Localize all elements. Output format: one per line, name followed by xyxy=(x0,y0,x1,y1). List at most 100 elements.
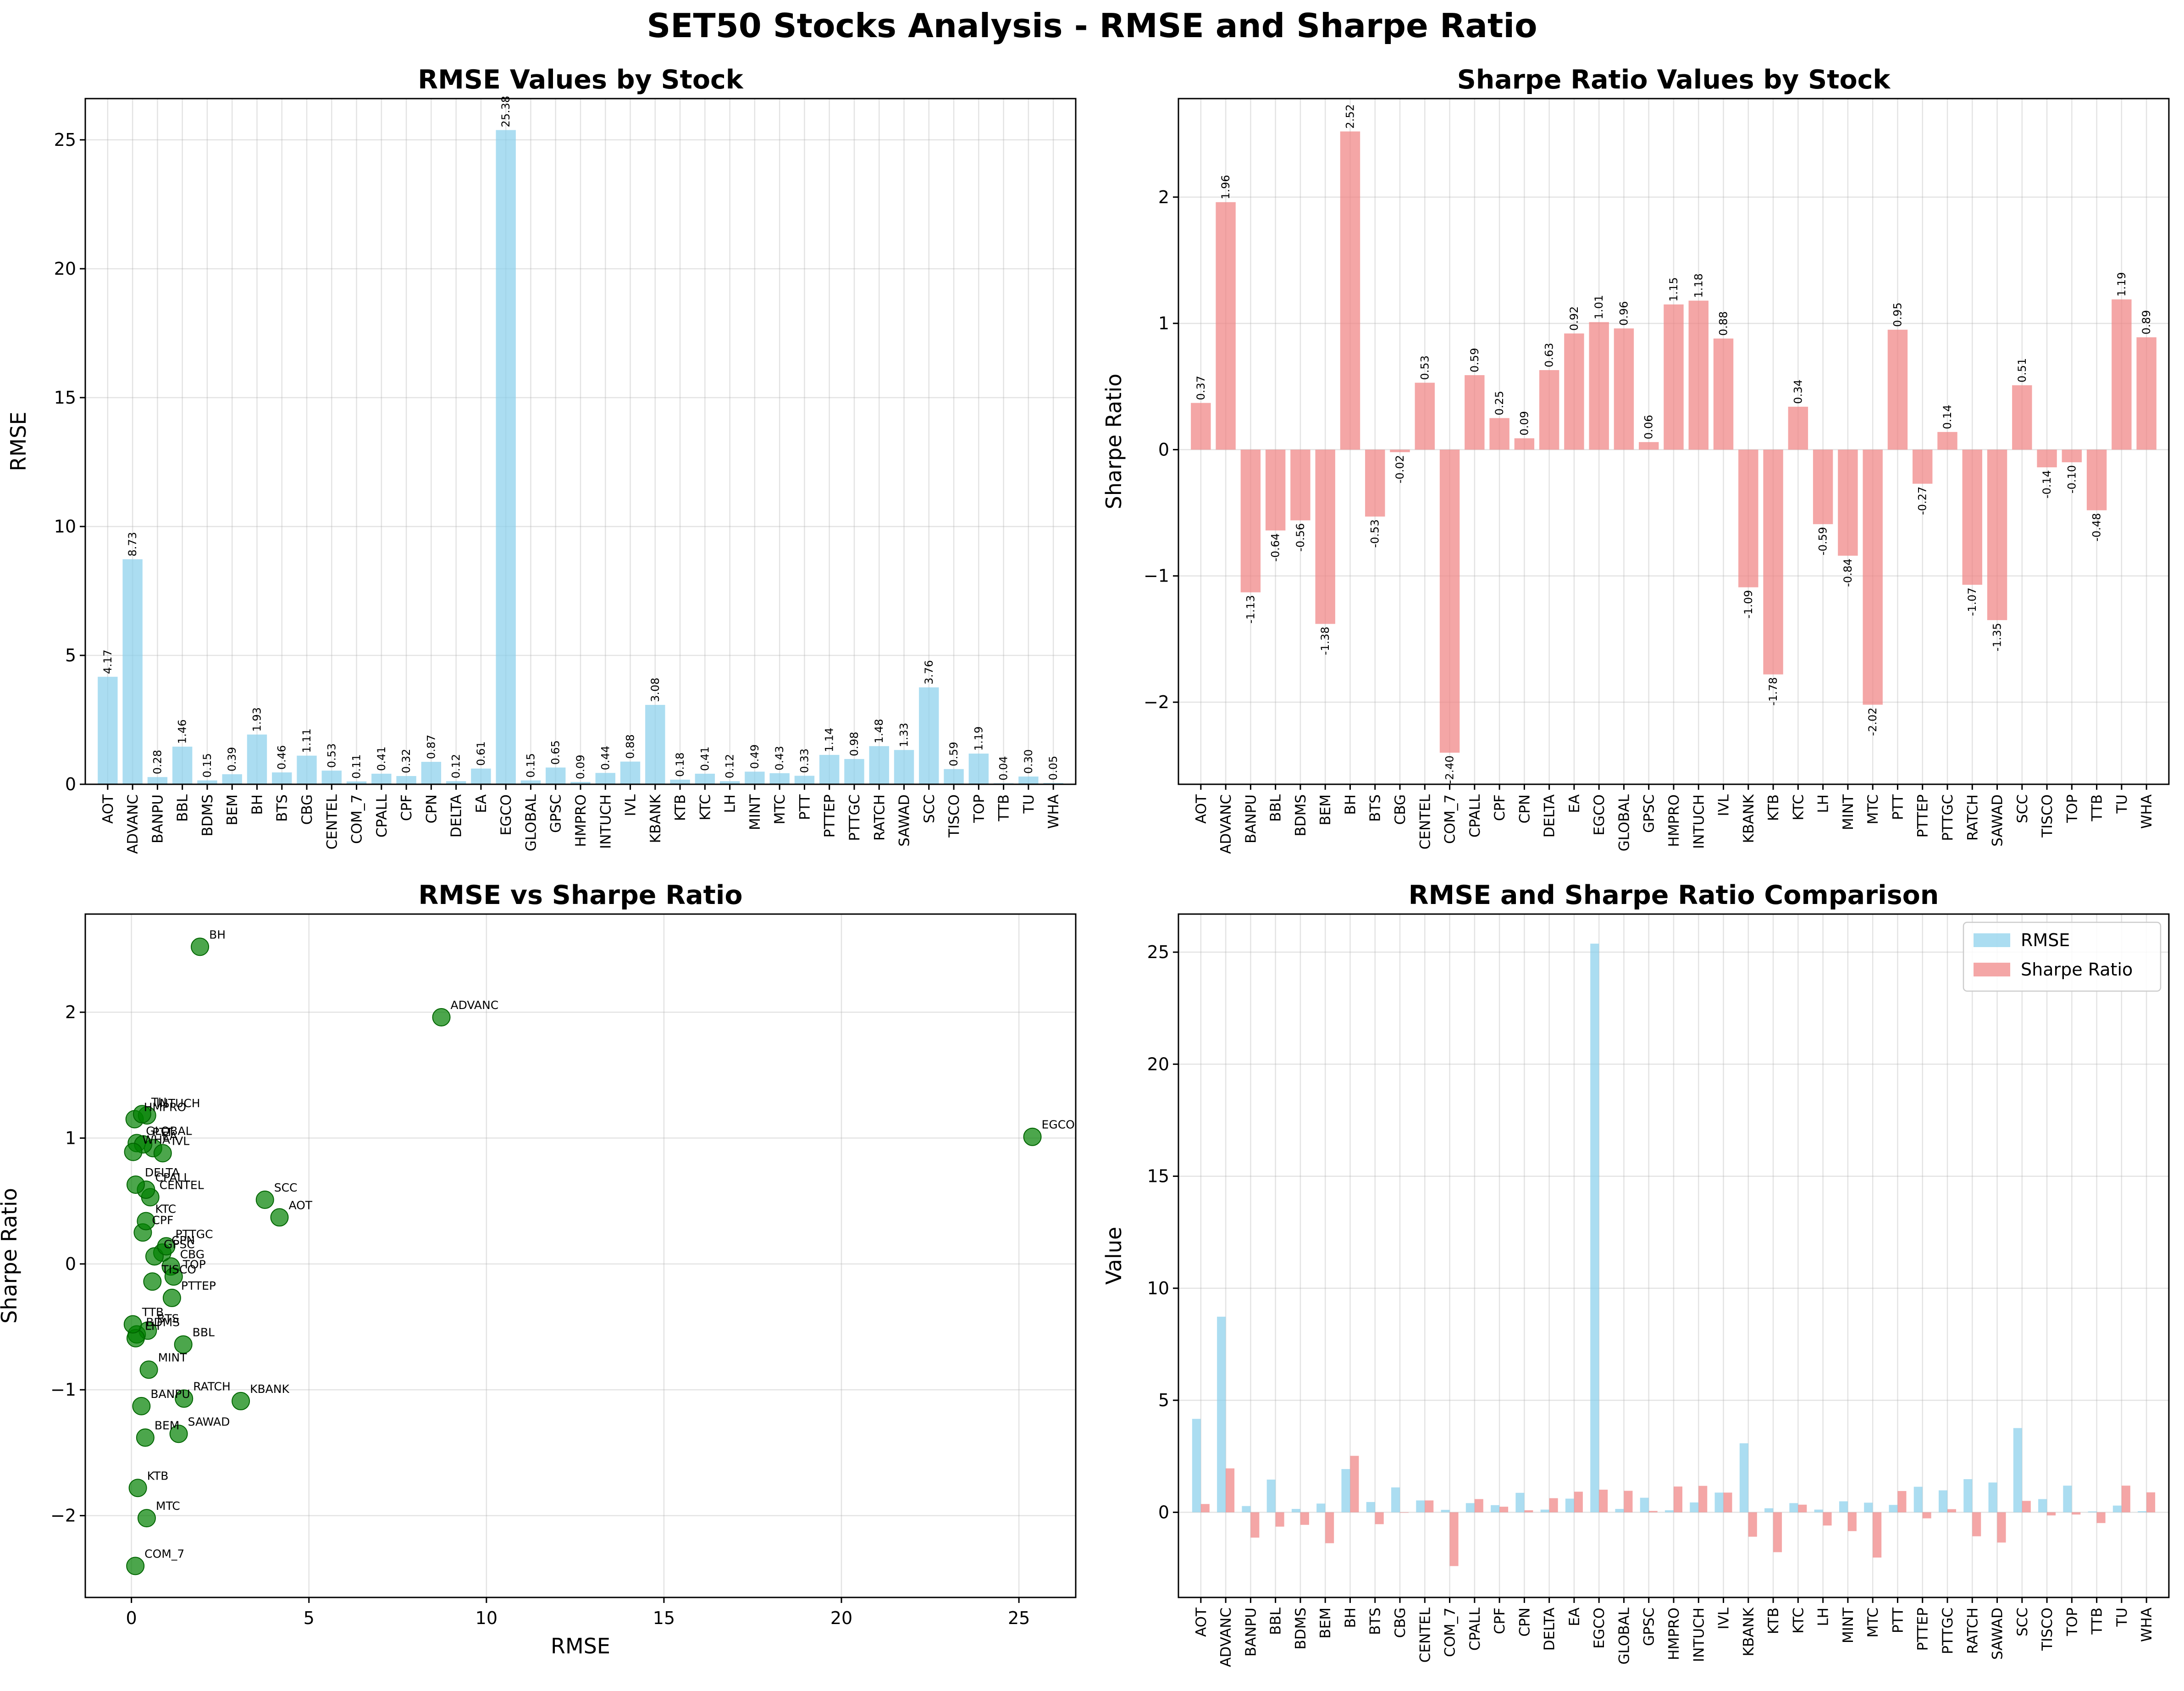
point-advanc xyxy=(432,1008,451,1027)
x-tick-label-bh: BH xyxy=(249,794,265,815)
x-tick-label-gpsc: GPSC xyxy=(1641,1608,1658,1646)
data-label-bdms: 0.15 xyxy=(201,753,214,777)
bar-rmse-cpf xyxy=(1491,1505,1500,1513)
data-label-ratch: -1.07 xyxy=(1966,588,1979,616)
x-tick-label-ratch: RATCH xyxy=(1964,1608,1981,1654)
y-tick-label: 2 xyxy=(1158,187,1169,207)
x-tick-label-kbank: KBANK xyxy=(647,794,664,843)
point-delta xyxy=(126,1175,145,1194)
point-aot xyxy=(270,1208,289,1227)
point-label-pttgc: PTTGC xyxy=(176,1227,213,1241)
bar-sharpe-ratio-gpsc xyxy=(1648,1511,1658,1513)
x-tick-label-centel: CENTEL xyxy=(324,794,340,849)
y-tick-label: 20 xyxy=(1147,1054,1169,1074)
data-label-intuch: 0.44 xyxy=(599,746,612,770)
bar-cpn xyxy=(421,762,442,784)
bar-egco xyxy=(1589,322,1609,450)
data-label-ktb: -1.78 xyxy=(1767,677,1780,705)
bar-banpu xyxy=(147,777,168,784)
x-tick-label-bbl: BBL xyxy=(1268,794,1284,822)
x-tick-label-ea: EA xyxy=(473,794,490,813)
bar-bdms xyxy=(197,780,217,784)
point-label-cpn: CPN xyxy=(171,1234,195,1247)
x-tick-label-bdms: BDMS xyxy=(1293,1608,1309,1650)
bar-sharpe-ratio-delta xyxy=(1549,1498,1558,1513)
bar-sharpe-ratio-mtc xyxy=(1873,1512,1882,1558)
bar-com-7 xyxy=(1439,449,1460,753)
x-tick-label-lh: LH xyxy=(1815,1608,1832,1626)
point-ratch xyxy=(175,1389,194,1408)
x-tick-label-ivl: IVL xyxy=(623,794,639,816)
bar-ptt xyxy=(1887,329,1908,450)
bar-cpn xyxy=(1514,438,1535,450)
y-tick-label: 10 xyxy=(54,516,76,537)
bar-sharpe-ratio-ptt xyxy=(1897,1491,1907,1513)
data-label-mint: 0.49 xyxy=(748,744,761,769)
x-tick-label-mint: MINT xyxy=(1840,794,1857,830)
y-tick-label: 5 xyxy=(1158,1390,1169,1410)
bar-sharpe-ratio-com-7 xyxy=(1449,1512,1459,1566)
bar-rmse-ktc xyxy=(1789,1503,1798,1513)
data-label-lh: 0.12 xyxy=(724,754,736,778)
point-gpsc xyxy=(145,1247,164,1266)
bar-rmse-ivl xyxy=(1714,1492,1724,1513)
y-tick-label: 0 xyxy=(1158,1502,1169,1522)
data-label-bem: -1.38 xyxy=(1319,627,1332,655)
point-egco xyxy=(1023,1127,1042,1146)
bar-ptt xyxy=(794,776,815,784)
data-label-aot: 0.37 xyxy=(1194,376,1207,400)
x-tick-label-gpsc: GPSC xyxy=(1641,794,1658,833)
y-tick-label: 0 xyxy=(1158,439,1169,460)
data-label-kbank: 3.08 xyxy=(649,677,662,702)
x-tick-label-tu: TU xyxy=(2114,794,2130,814)
bar-rmse-pttgc xyxy=(1938,1490,1947,1513)
bar-tu xyxy=(2112,299,2132,450)
data-label-com-7: -2.40 xyxy=(1443,755,1456,784)
bar-rmse-sawad xyxy=(1988,1482,1997,1513)
bar-sharpe-ratio-banpu xyxy=(1250,1512,1260,1538)
y-tick-label: 15 xyxy=(54,388,76,408)
data-label-hmpro: 0.09 xyxy=(574,755,587,779)
x-tick-label-cpn: CPN xyxy=(1516,794,1533,824)
x-tick-label-delta: DELTA xyxy=(1542,1608,1558,1651)
point-banpu xyxy=(132,1397,151,1415)
x-tick-label-bem: BEM xyxy=(1317,794,1334,826)
x-tick-label-tu: TU xyxy=(1021,794,1037,814)
rmse-vs-sharpe-scatter: RMSE vs Sharpe Ratio −2 −1 0 1 2 Sharpe Ratio 0… xyxy=(0,880,1077,1658)
data-label-bh: 1.93 xyxy=(250,707,263,732)
x-tick-label-global: GLOBAL xyxy=(523,794,539,851)
y-tick-label: 20 xyxy=(54,259,76,279)
data-label-cpall: 0.41 xyxy=(375,747,388,771)
bar-sharpe-ratio-ktc xyxy=(1798,1504,1807,1513)
x-tick-label-bh: BH xyxy=(1342,794,1359,815)
x-tick-label-ivl: IVL xyxy=(1716,794,1732,816)
x-tick-label-hmpro: HMPRO xyxy=(1666,1608,1682,1660)
plot-frame xyxy=(84,98,1077,785)
point-label-cpall: CPALL xyxy=(155,1171,190,1184)
y-tick-label: 0 xyxy=(65,1254,76,1274)
x-tick-label-mint: MINT xyxy=(747,794,763,830)
x-tick-label: 5 xyxy=(304,1608,315,1628)
x-tick-label-delta: DELTA xyxy=(1542,794,1558,837)
bar-com-7 xyxy=(346,781,367,784)
bar-rmse-cbg xyxy=(1391,1487,1400,1513)
bar-rmse-cpall xyxy=(1465,1503,1475,1513)
data-label-ktc: 0.41 xyxy=(698,747,711,771)
x-tick-label-top: TOP xyxy=(2064,1608,2080,1636)
data-label-ttb: -0.48 xyxy=(2090,513,2103,542)
bar-sharpe-ratio-pttep xyxy=(1922,1512,1931,1519)
x-tick-label-bts: BTS xyxy=(1367,1608,1384,1635)
bar-delta xyxy=(1539,370,1559,450)
x-tick-label: 10 xyxy=(476,1608,498,1628)
bar-sharpe-ratio-cpn xyxy=(1524,1510,1533,1513)
x-tick-label-ktc: KTC xyxy=(1790,794,1807,821)
point-label-cbg: CBG xyxy=(180,1247,205,1261)
y-tick-label: −1 xyxy=(50,1380,76,1400)
bar-sharpe-ratio-ratch xyxy=(1972,1512,1981,1536)
bar-rmse-tu xyxy=(2112,1505,2122,1513)
data-label-scc: 0.51 xyxy=(2016,358,2029,383)
x-tick-label-aot: AOT xyxy=(100,794,116,824)
panel-title: Sharpe Ratio Values by Stock xyxy=(1457,65,1891,95)
data-label-global: 0.96 xyxy=(1617,301,1630,326)
legend-swatch-sharpe-ratio xyxy=(1974,963,2010,976)
